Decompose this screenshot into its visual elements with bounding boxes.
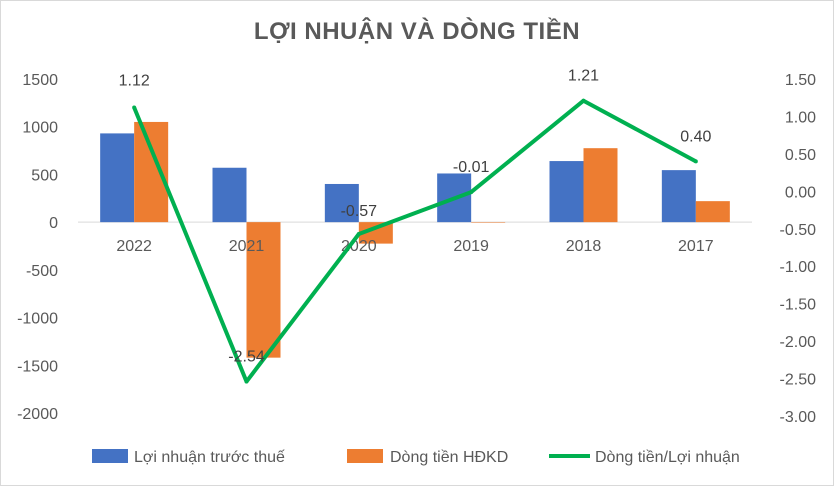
- ratio-data-label: 0.40: [680, 128, 711, 145]
- profit-bar-2017: [661, 170, 696, 223]
- right-axis-tick-label: -2.50: [780, 372, 817, 389]
- bars: [100, 121, 730, 358]
- left-axis-tick-label: -1500: [17, 358, 58, 375]
- legend-swatch-cashflow: [347, 449, 383, 463]
- profit-bar-2021: [212, 167, 247, 223]
- right-axis-tick-label: -1.50: [780, 297, 817, 314]
- profit-bar-2018: [549, 161, 584, 223]
- left-axis-tick-label: 0: [49, 215, 58, 232]
- left-axis-tick-label: -1000: [17, 311, 58, 328]
- ratio-data-label: -2.54: [228, 349, 265, 366]
- ratio-line-series: [132, 98, 698, 384]
- right-axis-tick-label: -1.00: [780, 259, 817, 276]
- ratio-point: [244, 379, 249, 384]
- right-axis-tick-label: -0.50: [780, 222, 817, 239]
- profit-bar-2022: [100, 133, 135, 223]
- category-label: 2022: [116, 238, 152, 255]
- cashflow-bar-2018: [583, 148, 618, 223]
- category-label: 2021: [229, 238, 265, 255]
- category-labels: 2022 2021 2020 2019 2018 2017: [116, 238, 713, 255]
- ratio-data-label: -0.57: [341, 203, 378, 220]
- right-axis-tick-label: -3.00: [780, 409, 817, 426]
- right-axis-tick-label: 0.50: [785, 147, 816, 164]
- ratio-point: [132, 105, 137, 110]
- ratio-data-labels: 1.12 -2.54 -0.57 -0.01 1.21 0.40: [119, 68, 712, 366]
- ratio-point: [469, 190, 474, 195]
- left-axis-tick-label: -2000: [17, 406, 58, 423]
- cashflow-bar-2020: [358, 222, 393, 244]
- ratio-point: [693, 159, 698, 164]
- ratio-line: [132, 98, 697, 384]
- right-axis-tick-label: 0.00: [785, 184, 816, 201]
- category-label: 2019: [453, 238, 489, 255]
- right-axis-tick-label: 1.50: [785, 72, 816, 89]
- legend-label-profit: Lợi nhuận trước thuế: [134, 449, 285, 466]
- cashflow-bar-2021: [246, 222, 281, 358]
- left-axis-tick-label: 1500: [22, 72, 58, 89]
- cashflow-bar-2022: [134, 121, 169, 223]
- left-axis-tick-label: -500: [26, 263, 58, 280]
- ratio-data-label: -0.01: [453, 159, 490, 176]
- left-axis-tick-label: 1000: [22, 120, 58, 137]
- left-axis-tick-label: 500: [31, 167, 58, 184]
- ratio-data-label: 1.21: [568, 68, 599, 85]
- legend: Lợi nhuận trước thuế Dòng tiền HĐKD Dòng t…: [92, 449, 740, 466]
- left-axis: 1500 1000 500 0 -500 -1000 -1500 -2000: [17, 72, 58, 423]
- chart-title: LỢI NHUẬN VÀ DÒNG TIỀN: [253, 18, 581, 45]
- right-axis-tick-label: 1.00: [785, 109, 816, 126]
- cashflow-bar-2019: [471, 222, 506, 223]
- ratio-point: [581, 98, 586, 103]
- ratio-point: [356, 232, 361, 237]
- category-label: 2018: [566, 238, 602, 255]
- ratio-data-label: 1.12: [119, 72, 150, 89]
- legend-label-cashflow: Dòng tiền HĐKD: [390, 449, 508, 466]
- category-label: 2017: [678, 238, 714, 255]
- legend-swatch-profit: [92, 449, 128, 463]
- legend-label-ratio: Dòng tiền/Lợi nhuận: [595, 449, 740, 466]
- cashflow-bar-2017: [695, 201, 730, 223]
- profit-bar-2020: [324, 183, 359, 223]
- right-axis-tick-label: -2.00: [780, 334, 817, 351]
- right-axis: 1.50 1.00 0.50 0.00 -0.50 -1.00 -1.50 -2.00 -2.5…: [780, 72, 817, 426]
